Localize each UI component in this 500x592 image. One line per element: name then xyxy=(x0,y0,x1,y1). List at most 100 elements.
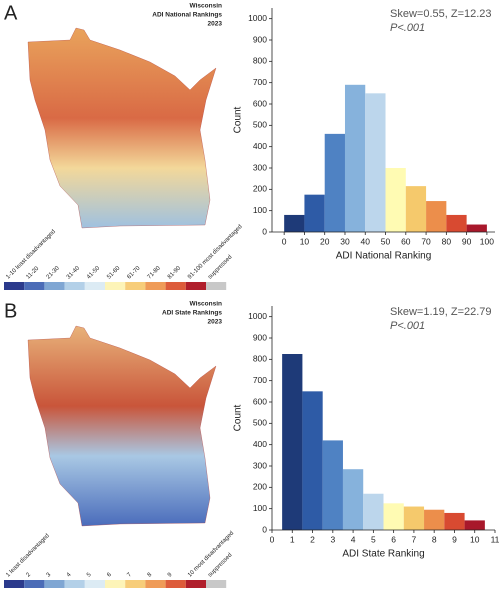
x-tick-label: 60 xyxy=(401,236,411,246)
legend-swatch xyxy=(125,580,146,588)
bar xyxy=(365,93,386,232)
y-tick-label: 300 xyxy=(253,460,267,470)
legend-label: 8 xyxy=(147,571,154,578)
legend-swatch xyxy=(24,580,45,588)
x-tick-label: 30 xyxy=(340,236,350,246)
legend-swatch xyxy=(24,282,45,290)
y-tick-label: 900 xyxy=(253,332,267,342)
map-title: 2023 xyxy=(208,319,223,326)
legend-swatch xyxy=(84,580,105,588)
y-tick-label: 400 xyxy=(253,439,267,449)
panel-letter: B xyxy=(4,300,17,322)
legend-swatch xyxy=(125,282,146,290)
x-tick-label: 4 xyxy=(351,534,356,544)
legend-label: 31-40 xyxy=(66,265,82,281)
bar xyxy=(302,391,323,530)
legend-swatch xyxy=(105,580,126,588)
bar xyxy=(304,194,325,232)
y-tick-label: 800 xyxy=(253,354,267,364)
legend-label: 51-60 xyxy=(106,265,122,281)
p-value: P<.001 xyxy=(390,320,425,332)
state-map xyxy=(27,325,217,527)
y-tick-label: 200 xyxy=(253,482,267,492)
map-title: Wisconsin xyxy=(190,3,222,10)
x-axis-label: ADI National Ranking xyxy=(336,251,432,262)
x-tick-label: 90 xyxy=(462,236,472,246)
y-tick-label: 0 xyxy=(262,226,267,236)
x-tick-label: 0 xyxy=(270,534,275,544)
x-tick-label: 2 xyxy=(310,534,315,544)
legend-swatch xyxy=(165,282,186,290)
legend-swatch xyxy=(206,580,227,588)
y-tick-label: 400 xyxy=(253,141,267,151)
legend-label: 3 xyxy=(46,571,53,578)
bar xyxy=(446,214,467,232)
bar xyxy=(344,84,366,232)
legend-swatch xyxy=(84,282,105,290)
y-tick-label: 200 xyxy=(253,184,267,194)
x-tick-label: 10 xyxy=(300,236,310,246)
x-tick-label: 50 xyxy=(381,236,391,246)
legend-swatch xyxy=(4,282,25,290)
x-tick-label: 10 xyxy=(470,534,480,544)
bar xyxy=(284,214,305,232)
bar xyxy=(383,503,404,530)
y-tick-label: 300 xyxy=(253,162,267,172)
x-tick-label: 80 xyxy=(442,236,452,246)
x-axis-label: ADI State Ranking xyxy=(342,549,424,560)
bar xyxy=(466,224,487,232)
y-tick-label: 800 xyxy=(253,56,267,66)
y-tick-label: 700 xyxy=(253,77,267,87)
bar xyxy=(324,133,345,232)
x-tick-label: 8 xyxy=(432,534,437,544)
legend-swatch xyxy=(185,580,206,588)
map-title: 2023 xyxy=(208,21,223,28)
bar xyxy=(282,354,303,530)
annotation: Skew=1.19, Z=22.79 xyxy=(390,306,492,318)
x-tick-label: 0 xyxy=(282,236,287,246)
map-title: Wisconsin xyxy=(190,301,222,308)
legend-swatch xyxy=(105,282,126,290)
bar xyxy=(405,186,427,232)
legend-label: 71-80 xyxy=(147,265,163,281)
bar xyxy=(444,512,465,530)
legend-swatch xyxy=(145,282,166,290)
x-tick-label: 100 xyxy=(480,236,494,246)
y-tick-label: 100 xyxy=(253,205,267,215)
x-tick-label: 1 xyxy=(290,534,295,544)
map-title: ADI State Rankings xyxy=(162,310,222,317)
legend-swatch xyxy=(165,580,186,588)
x-tick-label: 70 xyxy=(421,236,431,246)
y-tick-label: 900 xyxy=(253,34,267,44)
bar xyxy=(424,509,445,530)
panel: B Wisconsin ADI State Rankings 2023 1 least … xyxy=(4,300,500,588)
legend-label: 9 xyxy=(167,571,174,578)
y-axis-label: Count xyxy=(233,106,244,133)
x-tick-label: 9 xyxy=(452,534,457,544)
legend-swatch xyxy=(64,580,85,588)
bar xyxy=(342,469,364,530)
legend-label: 7 xyxy=(126,571,133,578)
x-tick-label: 11 xyxy=(491,534,500,544)
panel-letter: A xyxy=(4,2,18,24)
x-tick-label: 40 xyxy=(361,236,371,246)
y-tick-label: 1000 xyxy=(248,13,267,23)
bar xyxy=(385,168,406,232)
legend-label: 81-90 xyxy=(167,265,183,281)
y-axis-label: Count xyxy=(233,404,244,431)
legend-swatch xyxy=(44,282,65,290)
legend-label: 11-20 xyxy=(25,265,40,280)
legend-swatch xyxy=(44,580,65,588)
legend-label: 6 xyxy=(106,571,113,578)
y-tick-label: 500 xyxy=(253,120,267,130)
legend-label: 1 least disadvantaged xyxy=(5,533,51,579)
y-tick-label: 600 xyxy=(253,98,267,108)
bar xyxy=(464,520,485,530)
p-value: P<.001 xyxy=(390,22,425,34)
legend-swatch xyxy=(64,282,85,290)
x-tick-label: 6 xyxy=(391,534,396,544)
legend-label: 41-50 xyxy=(86,265,102,281)
x-tick-label: 20 xyxy=(320,236,330,246)
y-tick-label: 600 xyxy=(253,396,267,406)
